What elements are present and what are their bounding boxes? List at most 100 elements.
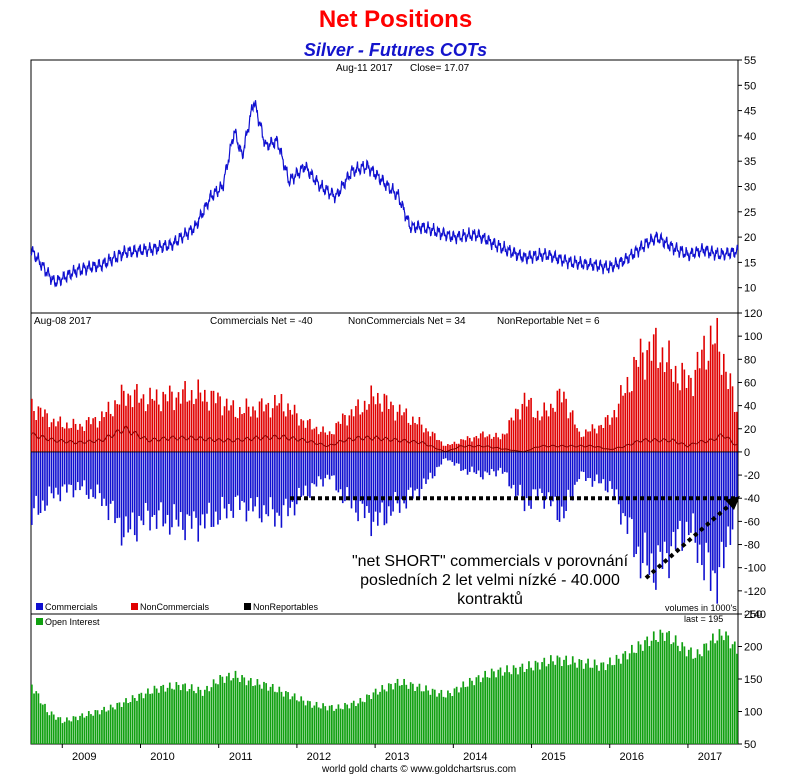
- noncommercials-bar: [626, 376, 629, 452]
- commercials-bar: [116, 451, 119, 519]
- commercials-bar: [549, 451, 552, 507]
- open-interest-bar: [646, 636, 649, 744]
- open-interest-bar: [295, 700, 298, 744]
- commercials-bar: [274, 451, 276, 527]
- commercials-bar: [114, 451, 116, 524]
- open-interest-bar: [346, 704, 349, 744]
- commercials-bar: [304, 451, 307, 486]
- commercials-bar: [407, 451, 410, 490]
- commercials-bar: [703, 451, 705, 581]
- noncommercials-bar: [416, 424, 419, 452]
- net-axis-tick-label: 80: [744, 354, 756, 366]
- commercials-bar: [460, 451, 462, 471]
- noncommercials-bar: [429, 436, 432, 452]
- open-interest-bar: [506, 665, 508, 744]
- noncommercials-bar: [133, 389, 136, 452]
- open-interest-bar: [144, 693, 147, 744]
- commercials-bar: [328, 451, 331, 480]
- commercials-bar: [63, 451, 66, 485]
- open-interest-bar: [606, 664, 609, 744]
- open-interest-bar: [105, 711, 108, 744]
- commercials-bar: [223, 451, 226, 509]
- open-interest-bar: [519, 666, 522, 744]
- noncommercials-bar: [504, 434, 506, 452]
- commercials-bar: [109, 451, 112, 504]
- noncommercials-bar: [155, 389, 158, 452]
- noncommercials-bar: [186, 401, 189, 452]
- noncommercials-bar: [127, 393, 129, 452]
- open-interest-bar: [168, 682, 171, 744]
- commercials-bar: [118, 451, 121, 518]
- open-interest-bar: [324, 706, 327, 744]
- noncommercials-bar: [158, 404, 160, 452]
- commercials-bar: [217, 451, 219, 525]
- open-interest-bar: [394, 683, 397, 744]
- commercials-bar: [37, 451, 40, 515]
- open-interest-bar: [668, 631, 670, 744]
- commercials-bar: [306, 451, 309, 497]
- noncommercials-bar: [514, 408, 517, 452]
- commercials-bar: [267, 451, 270, 517]
- noncommercials-bar: [523, 392, 526, 452]
- noncommercials-bar: [497, 437, 500, 452]
- commercials-bar: [101, 451, 103, 506]
- annotation-line-1: "net SHORT" commercials v porovnání: [351, 553, 629, 570]
- noncommercials-bar: [164, 394, 167, 452]
- commercials-bar: [598, 451, 600, 484]
- open-interest-bar: [203, 689, 206, 744]
- noncommercials-bar: [440, 441, 443, 452]
- noncommercials-bar: [517, 409, 519, 452]
- commercials-bar: [409, 451, 412, 488]
- commercials-bar: [729, 451, 732, 545]
- commercials-bar: [317, 451, 320, 477]
- commercials-bar: [188, 451, 191, 516]
- noncommercials-bar: [433, 433, 436, 452]
- open-interest-bar: [282, 696, 285, 744]
- commercials-bar: [504, 451, 506, 472]
- open-interest-bar: [225, 676, 228, 744]
- commercials-bar: [547, 451, 550, 493]
- open-interest-bar: [641, 650, 644, 744]
- commercials-bar: [280, 451, 283, 528]
- noncommercials-bar: [617, 403, 620, 452]
- open-interest-bar: [188, 688, 191, 744]
- commercials-bar: [600, 451, 602, 484]
- commercials-bar: [83, 451, 86, 481]
- open-interest-bar: [219, 675, 222, 744]
- noncommercials-bar: [287, 403, 289, 452]
- open-interest-bar: [701, 656, 703, 744]
- open-interest-bar: [309, 701, 311, 744]
- open-interest-bar: [46, 712, 49, 744]
- commercials-bar: [466, 451, 469, 475]
- open-interest-bar: [87, 711, 90, 744]
- noncommercials-bar: [609, 424, 611, 452]
- open-interest-bar: [232, 678, 235, 744]
- commercials-bar: [444, 451, 447, 459]
- open-interest-bar: [83, 717, 86, 744]
- noncommercials-bar: [274, 394, 276, 452]
- noncommercials-bar: [716, 317, 719, 452]
- commercials-bar: [295, 451, 298, 505]
- noncommercials-bar: [212, 390, 215, 452]
- noncommercials-bar: [350, 409, 353, 452]
- commercials-bar: [129, 451, 132, 530]
- open-interest-bar: [96, 710, 99, 744]
- commercials-bar: [46, 451, 48, 506]
- commercials-bar: [425, 451, 427, 484]
- commercials-bar: [214, 451, 217, 512]
- noncommercials-bar: [690, 377, 692, 452]
- commercials-bar: [685, 451, 688, 522]
- footer-credit: world gold charts © www.goldchartsrus.co…: [321, 764, 516, 775]
- noncommercials-bar: [160, 411, 162, 452]
- price-info-close: Close= 17.07: [410, 63, 470, 74]
- open-interest-bar: [359, 698, 362, 744]
- noncommercials-bar: [153, 400, 156, 452]
- noncommercials-bar: [488, 434, 491, 452]
- open-interest-bar: [433, 689, 436, 744]
- noncommercials-bar: [549, 403, 552, 452]
- noncommercials-bar: [55, 426, 57, 452]
- noncommercials-bar: [328, 431, 331, 452]
- open-interest-bar: [727, 635, 730, 744]
- noncommercials-bar: [267, 402, 270, 452]
